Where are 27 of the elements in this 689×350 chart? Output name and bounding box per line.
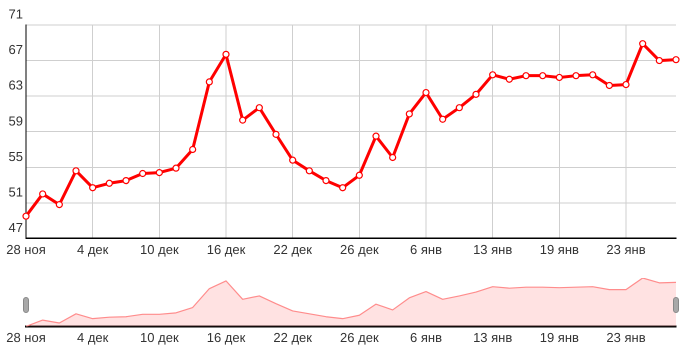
x-tick-label: 28 ноя <box>6 330 46 345</box>
x-tick-label: 26 дек <box>340 242 379 257</box>
x-tick-label: 22 дек <box>273 330 312 345</box>
x-tick-label: 4 дек <box>76 330 109 345</box>
x-tick-label: 23 янв <box>606 242 646 257</box>
y-tick-label: 67 <box>8 42 23 58</box>
x-tick-label: 19 янв <box>540 242 580 257</box>
x-tick-label: 26 дек <box>340 330 379 345</box>
x-tick-label: 19 янв <box>540 330 580 345</box>
y-tick-label: 71 <box>8 6 23 22</box>
x-tick-label: 6 янв <box>410 330 442 345</box>
y-tick-label: 55 <box>8 148 23 164</box>
x-tick-label: 13 янв <box>473 330 512 345</box>
x-tick-label: 13 янв <box>473 242 512 257</box>
y-tick-label: 51 <box>8 184 23 200</box>
x-tick-label: 6 янв <box>410 242 442 257</box>
x-tick-label: 22 дек <box>273 242 312 257</box>
x-tick-label: 10 дек <box>140 242 179 257</box>
y-tick-label: 47 <box>8 220 23 235</box>
y-tick-label: 59 <box>8 113 23 128</box>
x-tick-label: 10 дек <box>140 330 179 345</box>
y-tick-label: 63 <box>8 78 23 93</box>
x-tick-label: 16 дек <box>206 242 246 257</box>
x-tick-label: 28 ноя <box>6 242 46 257</box>
x-tick-label: 4 дек <box>76 242 109 257</box>
x-tick-label: 16 дек <box>206 330 246 345</box>
x-tick-label: 23 янв <box>606 330 646 345</box>
